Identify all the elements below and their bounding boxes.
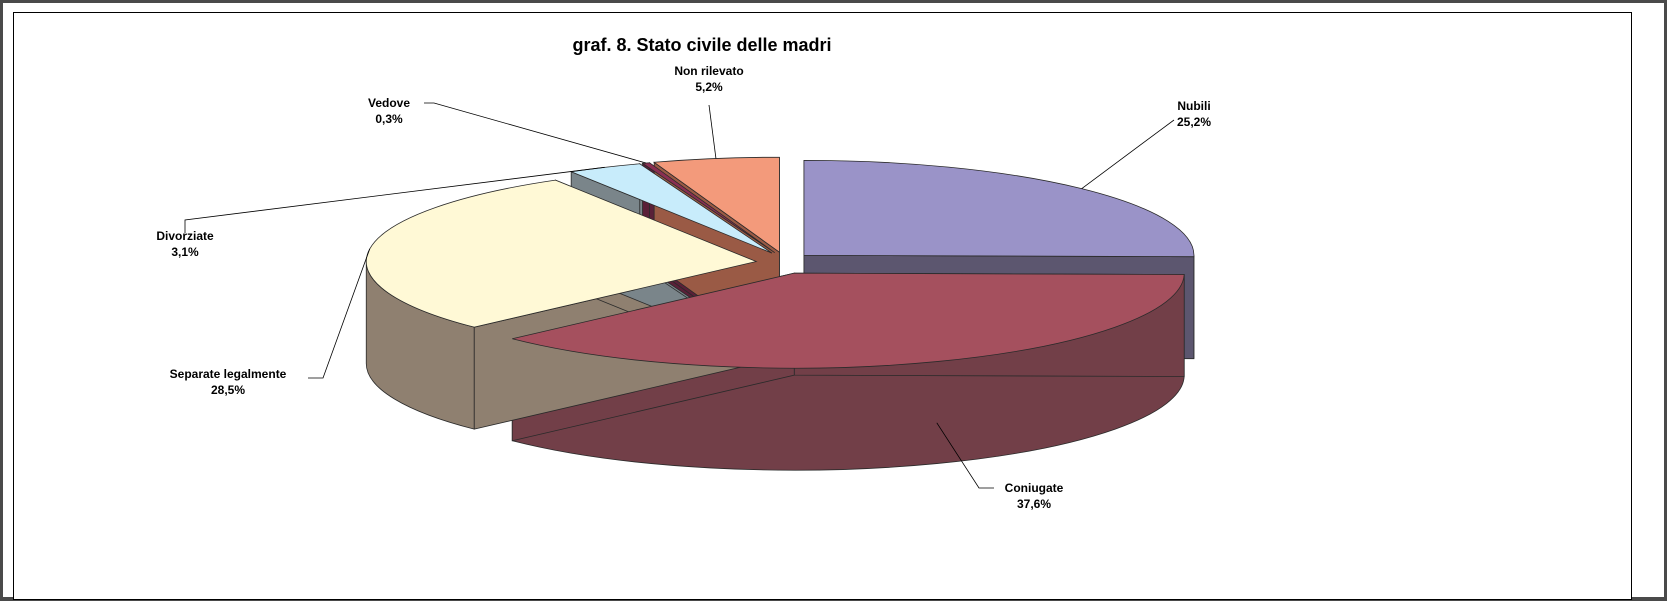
slice-nubili — [804, 160, 1194, 256]
value-divorziate: 3,1% — [171, 245, 199, 259]
label-divorziate: Divorziate — [156, 229, 214, 243]
pie-chart: graf. 8. Stato civile delle madri Nubili… — [14, 13, 1633, 601]
label-separate-legalmente: Separate legalmente — [170, 367, 287, 381]
leader-non-rilevato — [709, 105, 716, 159]
value-nubili: 25,2% — [1177, 115, 1211, 129]
label-vedove: Vedove — [368, 96, 410, 110]
leader-separate-legalmente — [308, 249, 370, 378]
value-non-rilevato: 5,2% — [695, 80, 723, 94]
value-coniugate: 37,6% — [1017, 497, 1051, 511]
chart-frame: graf. 8. Stato civile delle madri Nubili… — [3, 3, 1664, 597]
chart-area: graf. 8. Stato civile delle madri Nubili… — [13, 12, 1632, 600]
leader-vedove — [424, 103, 646, 163]
label-non-rilevato: Non rilevato — [674, 64, 743, 78]
value-separate-legalmente: 28,5% — [211, 383, 245, 397]
leader-nubili — [1082, 120, 1174, 189]
chart-title: graf. 8. Stato civile delle madri — [572, 35, 831, 55]
value-vedove: 0,3% — [375, 112, 403, 126]
label-nubili: Nubili — [1177, 99, 1210, 113]
pie-slices — [366, 157, 1194, 470]
label-coniugate: Coniugate — [1005, 481, 1064, 495]
